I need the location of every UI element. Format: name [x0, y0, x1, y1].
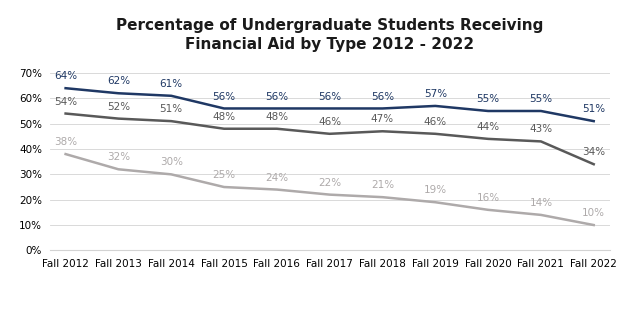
Total Grant or Scholarship Aid: [537, 109, 545, 113]
Pell Grants: [167, 119, 175, 123]
Federal Student Loans: [537, 213, 545, 217]
Text: 46%: 46%: [318, 117, 341, 127]
Text: 51%: 51%: [582, 104, 605, 114]
Text: 22%: 22%: [318, 178, 341, 188]
Federal Student Loans: [590, 223, 598, 227]
Total Grant or Scholarship Aid: [485, 109, 492, 113]
Federal Student Loans: [379, 195, 386, 199]
Text: 24%: 24%: [266, 173, 289, 183]
Text: 46%: 46%: [424, 117, 447, 127]
Text: 57%: 57%: [424, 89, 447, 99]
Text: 16%: 16%: [476, 193, 499, 203]
Text: 47%: 47%: [371, 114, 394, 124]
Text: 51%: 51%: [160, 104, 183, 114]
Federal Student Loans: [432, 200, 439, 204]
Text: 55%: 55%: [476, 94, 499, 104]
Text: 25%: 25%: [213, 170, 236, 180]
Text: 56%: 56%: [266, 91, 289, 101]
Text: 54%: 54%: [54, 97, 77, 107]
Total Grant or Scholarship Aid: [220, 107, 228, 110]
Text: 64%: 64%: [54, 71, 77, 81]
Total Grant or Scholarship Aid: [114, 91, 122, 95]
Total Grant or Scholarship Aid: [590, 119, 598, 123]
Pell Grants: [485, 137, 492, 141]
Text: 56%: 56%: [213, 91, 236, 101]
Pell Grants: [326, 132, 333, 136]
Text: 48%: 48%: [213, 112, 236, 122]
Text: 10%: 10%: [582, 208, 605, 218]
Pell Grants: [432, 132, 439, 136]
Pell Grants: [114, 117, 122, 120]
Total Grant or Scholarship Aid: [326, 107, 333, 110]
Legend: Total Grant or Scholarship Aid, Pell Grants, Federal Student Loans: Total Grant or Scholarship Aid, Pell Gra…: [89, 318, 570, 321]
Total Grant or Scholarship Aid: [273, 107, 281, 110]
Text: 48%: 48%: [266, 112, 289, 122]
Federal Student Loans: [114, 167, 122, 171]
Text: 56%: 56%: [318, 91, 341, 101]
Pell Grants: [590, 162, 598, 166]
Text: 61%: 61%: [160, 79, 183, 89]
Text: 21%: 21%: [371, 180, 394, 190]
Line: Federal Student Loans: Federal Student Loans: [65, 154, 594, 225]
Text: 38%: 38%: [54, 137, 77, 147]
Total Grant or Scholarship Aid: [167, 94, 175, 98]
Federal Student Loans: [273, 188, 281, 192]
Text: 43%: 43%: [529, 125, 552, 134]
Text: 62%: 62%: [107, 76, 130, 86]
Pell Grants: [273, 127, 281, 131]
Pell Grants: [62, 112, 69, 116]
Title: Percentage of Undergraduate Students Receiving
Financial Aid by Type 2012 - 2022: Percentage of Undergraduate Students Rec…: [116, 18, 544, 52]
Pell Grants: [537, 140, 545, 143]
Federal Student Loans: [326, 193, 333, 196]
Pell Grants: [379, 129, 386, 133]
Text: 44%: 44%: [476, 122, 499, 132]
Federal Student Loans: [220, 185, 228, 189]
Text: 32%: 32%: [107, 152, 130, 162]
Total Grant or Scholarship Aid: [62, 86, 69, 90]
Federal Student Loans: [485, 208, 492, 212]
Text: 19%: 19%: [424, 185, 447, 195]
Text: 52%: 52%: [107, 102, 130, 112]
Text: 34%: 34%: [582, 147, 605, 157]
Line: Pell Grants: Pell Grants: [65, 114, 594, 164]
Federal Student Loans: [62, 152, 69, 156]
Pell Grants: [220, 127, 228, 131]
Text: 56%: 56%: [371, 91, 394, 101]
Total Grant or Scholarship Aid: [432, 104, 439, 108]
Text: 55%: 55%: [529, 94, 552, 104]
Text: 14%: 14%: [529, 198, 552, 208]
Total Grant or Scholarship Aid: [379, 107, 386, 110]
Federal Student Loans: [167, 172, 175, 176]
Line: Total Grant or Scholarship Aid: Total Grant or Scholarship Aid: [65, 88, 594, 121]
Text: 30%: 30%: [160, 157, 183, 168]
